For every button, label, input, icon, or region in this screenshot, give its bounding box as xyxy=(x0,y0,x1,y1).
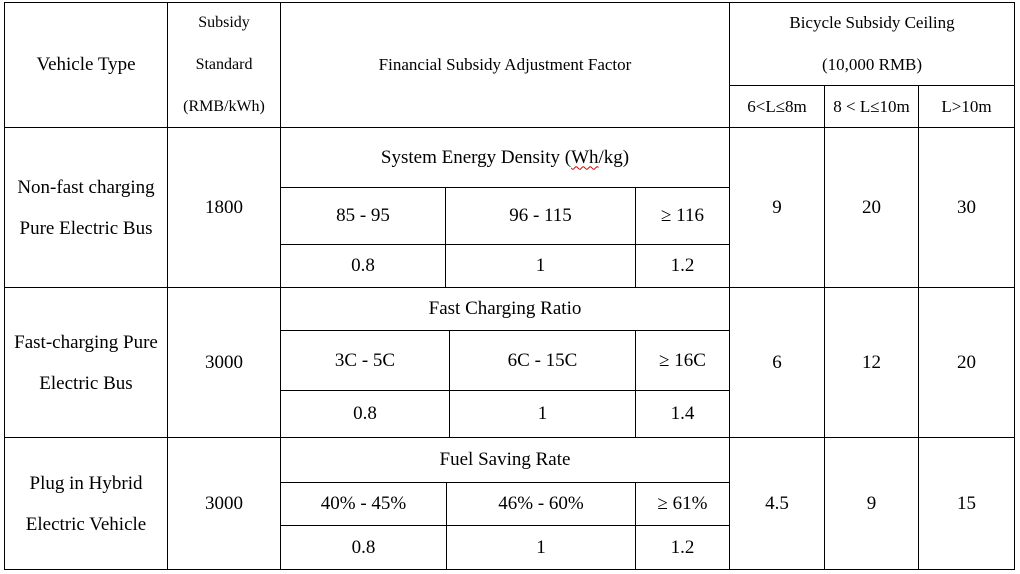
range-cell: 3C - 5C xyxy=(334,349,396,371)
subsidy-standard-cell: 3000 xyxy=(205,492,243,514)
factor-cell: 1.4 xyxy=(670,403,695,424)
header-subsidy-line: Subsidy xyxy=(198,14,250,31)
ceiling-cell: 6 xyxy=(772,351,782,373)
factor-cell: 0.8 xyxy=(353,403,377,424)
header-adjustment-factor: Financial Subsidy Adjustment Factor xyxy=(378,55,632,74)
row-divider xyxy=(280,390,729,391)
column-divider xyxy=(446,482,447,570)
header-ceiling-title: Bicycle Subsidy Ceiling xyxy=(789,13,955,32)
column-divider xyxy=(918,85,919,570)
range-cell: ≥ 61% xyxy=(657,493,708,514)
factor-cell: 1.2 xyxy=(670,536,695,558)
row-divider xyxy=(280,482,729,483)
ceiling-cell: 20 xyxy=(957,351,976,373)
row-divider xyxy=(280,187,729,188)
ceiling-cell: 9 xyxy=(772,196,782,218)
row-divider xyxy=(4,287,1014,288)
header-ceiling-unit: (10,000 RMB) xyxy=(821,55,923,74)
factor-title-unit: Wh xyxy=(571,146,599,168)
range-cell: 46% - 60% xyxy=(498,493,584,514)
vehicle-type-cell: Plug in Hybrid Electric Vehicle xyxy=(5,438,167,569)
table-border-bottom xyxy=(4,569,1014,570)
subsidy-standard-cell: 1800 xyxy=(205,196,243,218)
header-length-col: 8 < L≤10m xyxy=(833,96,910,116)
vehicle-type-line: Fast-charging Pure xyxy=(14,331,158,353)
factor-cell: 1.2 xyxy=(670,255,695,276)
vehicle-type-line: Plug in Hybrid xyxy=(29,472,143,494)
vehicle-type-line: Electric Bus xyxy=(39,372,133,394)
header-length-col: 6<L≤8m xyxy=(747,96,807,116)
range-cell: 6C - 15C xyxy=(507,349,578,371)
column-divider xyxy=(635,330,636,438)
table-border-left xyxy=(4,2,5,570)
factor-cell: 1 xyxy=(536,536,546,558)
range-cell: 40% - 45% xyxy=(320,493,407,514)
factor-cell: 0.8 xyxy=(351,536,376,558)
factor-cell: 0.8 xyxy=(351,255,375,276)
row-divider xyxy=(280,244,729,245)
range-cell: ≥ 16C xyxy=(659,349,706,371)
vehicle-type-line: Non-fast charging xyxy=(17,176,155,198)
header-subsidy-line: Standard xyxy=(195,56,253,73)
range-cell: ≥ 116 xyxy=(661,205,704,226)
column-divider xyxy=(635,187,636,288)
ceiling-cell: 9 xyxy=(866,492,877,514)
column-divider xyxy=(167,2,168,570)
column-divider xyxy=(449,330,450,438)
vehicle-type-cell: Non-fast charging Pure Electric Bus xyxy=(5,128,167,287)
factor-title-cell: Fuel Saving Rate xyxy=(439,449,571,470)
ceiling-cell: 20 xyxy=(862,196,881,218)
header-vehicle-type: Vehicle Type xyxy=(36,54,136,75)
range-cell: 96 - 115 xyxy=(509,205,572,226)
row-divider xyxy=(729,85,1014,86)
vehicle-type-line: Pure Electric Bus xyxy=(19,217,153,239)
subsidy-standard-cell: 3000 xyxy=(205,351,243,373)
range-cell: 85 - 95 xyxy=(336,205,390,226)
header-subsidy-line: (RMB/kWh) xyxy=(183,98,265,115)
column-divider xyxy=(445,187,446,288)
ceiling-cell: 30 xyxy=(957,196,976,218)
factor-title-post: /kg) xyxy=(598,146,630,168)
factor-title-pre: System Energy Density ( xyxy=(380,146,572,168)
factor-title-cell: System Energy Density (Wh/kg) xyxy=(281,128,729,187)
ceiling-cell: 4.5 xyxy=(765,492,789,514)
column-divider xyxy=(824,85,825,570)
vehicle-type-cell: Fast-charging Pure Electric Bus xyxy=(5,288,167,437)
header-ceiling: Bicycle Subsidy Ceiling (10,000 RMB) xyxy=(730,3,1014,85)
row-divider xyxy=(280,525,729,526)
row-divider xyxy=(280,330,729,331)
ceiling-cell: 12 xyxy=(862,351,881,373)
table-border-top xyxy=(4,2,1014,3)
factor-cell: 1 xyxy=(535,255,546,276)
column-divider xyxy=(635,482,636,570)
vehicle-type-line: Electric Vehicle xyxy=(25,513,147,535)
ceiling-cell: 15 xyxy=(957,492,976,514)
row-divider xyxy=(4,127,1014,128)
column-divider xyxy=(280,2,281,570)
factor-title-cell: Fast Charging Ratio xyxy=(428,298,582,319)
row-divider xyxy=(4,437,1014,438)
header-length-col: L>10m xyxy=(941,96,992,116)
factor-cell: 1 xyxy=(537,403,548,424)
table-border-right xyxy=(1014,2,1015,570)
header-subsidy-standard: Subsidy Standard (RMB/kWh) xyxy=(168,3,280,127)
column-divider xyxy=(729,2,730,570)
